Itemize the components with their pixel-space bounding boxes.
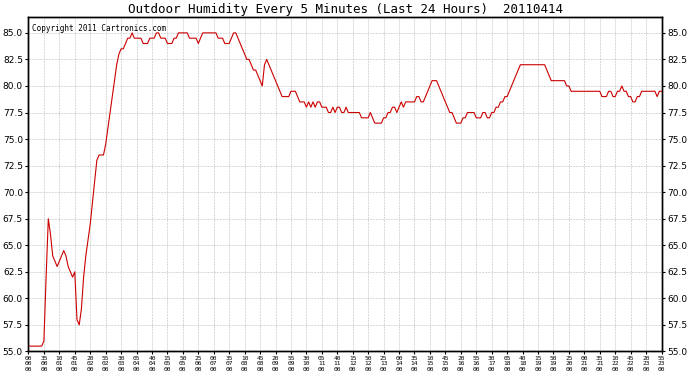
Title: Outdoor Humidity Every 5 Minutes (Last 24 Hours)  20110414: Outdoor Humidity Every 5 Minutes (Last 2… (128, 3, 562, 16)
Text: Copyright 2011 Cartronics.com: Copyright 2011 Cartronics.com (32, 24, 166, 33)
